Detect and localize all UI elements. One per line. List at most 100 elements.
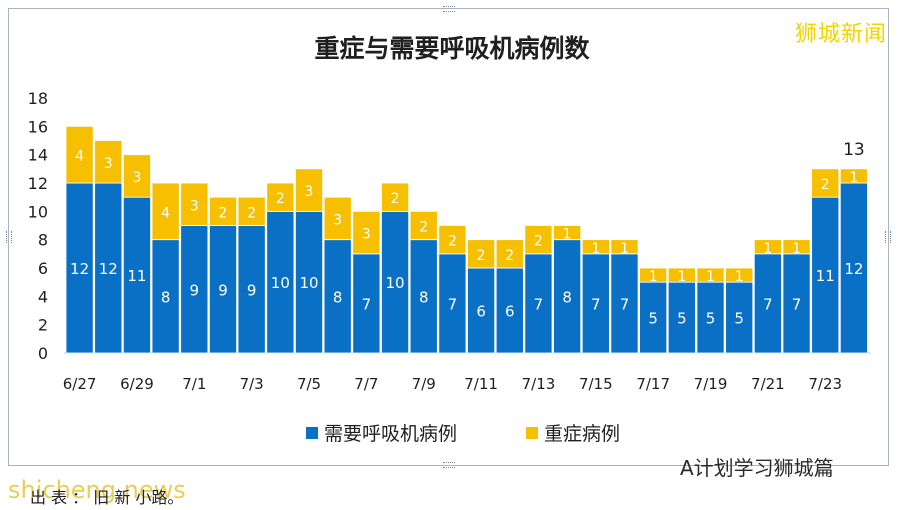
y-tick-label: 18 bbox=[28, 89, 48, 108]
bar-ventilator bbox=[208, 225, 237, 354]
bar-ventilator bbox=[553, 239, 582, 354]
data-label-severe: 1 bbox=[763, 241, 772, 257]
bar-severe bbox=[266, 182, 295, 212]
chart-title: 重症与需要呼吸机病例数 bbox=[314, 34, 590, 63]
bar-severe bbox=[381, 182, 410, 212]
bar-severe bbox=[438, 225, 467, 255]
data-label-severe: 2 bbox=[448, 234, 457, 250]
data-label-severe: 2 bbox=[247, 205, 256, 221]
bar-severe bbox=[581, 239, 610, 255]
data-label-ventilator: 7 bbox=[362, 295, 372, 313]
bar-ventilator bbox=[409, 239, 438, 354]
bar-ventilator bbox=[122, 196, 151, 354]
bar-ventilator bbox=[323, 239, 352, 354]
bar-ventilator bbox=[381, 210, 410, 354]
caption-text: 出 表 ： 旧 新 小路。 bbox=[30, 488, 184, 507]
bar-severe bbox=[610, 239, 639, 255]
x-tick-label: 7/9 bbox=[412, 375, 436, 393]
bar-ventilator bbox=[65, 182, 94, 354]
bar-severe bbox=[495, 239, 524, 269]
y-tick-label: 0 bbox=[38, 344, 48, 363]
data-label-ventilator: 11 bbox=[127, 267, 146, 285]
y-tick-label: 10 bbox=[28, 202, 48, 221]
data-label-severe: 1 bbox=[563, 227, 572, 243]
data-label-severe: 1 bbox=[706, 269, 715, 285]
bar-ventilator bbox=[753, 253, 782, 354]
data-label-ventilator: 8 bbox=[419, 288, 429, 306]
bar-severe bbox=[180, 182, 209, 226]
y-tick-label: 8 bbox=[38, 231, 48, 250]
data-label-severe: 2 bbox=[534, 234, 543, 250]
resize-handle-right[interactable] bbox=[885, 231, 891, 243]
bar-severe bbox=[753, 239, 782, 255]
bar-ventilator bbox=[782, 253, 811, 354]
bar-ventilator bbox=[352, 253, 381, 354]
bar-severe bbox=[839, 168, 868, 184]
data-label-ventilator: 10 bbox=[271, 274, 290, 292]
resize-handle-bottom[interactable] bbox=[443, 462, 455, 468]
bar-ventilator bbox=[811, 196, 840, 354]
bar-severe bbox=[524, 225, 553, 255]
bar-severe bbox=[725, 267, 754, 283]
data-label-severe: 2 bbox=[821, 177, 830, 193]
data-label-severe: 2 bbox=[276, 191, 285, 207]
bar-ventilator bbox=[581, 253, 610, 354]
legend-label-severe: 重症病例 bbox=[544, 423, 620, 445]
data-label-severe: 1 bbox=[849, 170, 858, 186]
resize-handle-top[interactable] bbox=[443, 6, 455, 12]
data-label-ventilator: 10 bbox=[299, 274, 318, 292]
data-label-ventilator: 5 bbox=[677, 310, 687, 328]
data-label-ventilator: 5 bbox=[706, 310, 716, 328]
bar-severe bbox=[323, 196, 352, 241]
data-label-ventilator: 7 bbox=[448, 295, 458, 313]
watermark-right: A计划学习狮城篇 bbox=[680, 456, 834, 480]
bar-severe bbox=[667, 267, 696, 283]
data-label-severe: 2 bbox=[419, 220, 428, 236]
bar-ventilator bbox=[524, 253, 553, 354]
y-tick-label: 14 bbox=[28, 146, 48, 165]
data-label-severe: 2 bbox=[477, 248, 486, 264]
y-tick-label: 4 bbox=[38, 287, 48, 306]
data-label-severe: 4 bbox=[75, 149, 84, 165]
data-label-severe: 4 bbox=[161, 205, 170, 221]
data-label-ventilator: 12 bbox=[70, 260, 89, 278]
x-tick-label: 7/15 bbox=[579, 375, 613, 393]
data-label-ventilator: 5 bbox=[734, 310, 744, 328]
bar-severe bbox=[467, 239, 496, 269]
total-label: 13 bbox=[843, 140, 865, 160]
bar-severe bbox=[352, 210, 381, 255]
bar-severe bbox=[122, 154, 151, 198]
bar-ventilator bbox=[295, 210, 324, 354]
y-tick-label: 2 bbox=[38, 316, 48, 335]
x-tick-label: 7/11 bbox=[464, 375, 498, 393]
data-label-ventilator: 8 bbox=[562, 288, 572, 306]
data-label-ventilator: 8 bbox=[161, 288, 171, 306]
bar-ventilator bbox=[94, 182, 123, 354]
x-tick-label: 7/17 bbox=[636, 375, 670, 393]
x-tick-label: 7/7 bbox=[354, 375, 378, 393]
bar-severe bbox=[811, 168, 840, 198]
data-label-ventilator: 6 bbox=[476, 303, 486, 321]
data-label-severe: 2 bbox=[219, 205, 228, 221]
data-label-severe: 3 bbox=[305, 184, 314, 200]
data-label-severe: 1 bbox=[677, 269, 686, 285]
bar-ventilator bbox=[610, 253, 639, 354]
data-label-severe: 1 bbox=[735, 269, 744, 285]
watermark-left: shicheng.news bbox=[8, 476, 186, 504]
bar-severe bbox=[237, 196, 266, 226]
data-label-severe: 1 bbox=[792, 241, 801, 257]
data-label-ventilator: 5 bbox=[648, 310, 658, 328]
resize-handle-left[interactable] bbox=[6, 231, 12, 243]
legend-swatch-ventilator bbox=[306, 427, 318, 439]
data-label-ventilator: 7 bbox=[792, 295, 802, 313]
bar-ventilator bbox=[667, 281, 696, 354]
data-label-ventilator: 12 bbox=[844, 260, 863, 278]
x-tick-label: 7/23 bbox=[808, 375, 842, 393]
x-tick-label: 7/1 bbox=[182, 375, 206, 393]
data-label-severe: 1 bbox=[649, 269, 658, 285]
data-label-ventilator: 9 bbox=[190, 281, 200, 299]
bar-ventilator bbox=[467, 267, 496, 354]
data-label-ventilator: 12 bbox=[99, 260, 118, 278]
bar-severe bbox=[295, 168, 324, 212]
